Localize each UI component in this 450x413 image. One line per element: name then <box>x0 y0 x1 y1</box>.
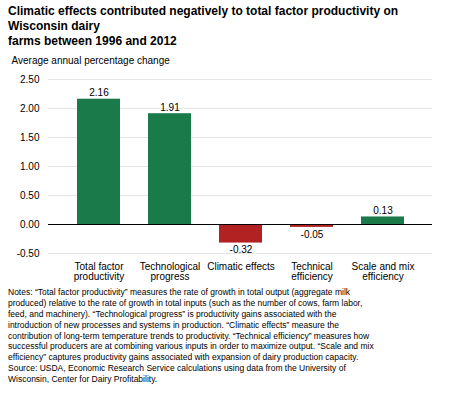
svg-text:Total factorproductivity: Total factorproductivity <box>74 261 125 282</box>
svg-text:Average annual percentage chan: Average annual percentage change <box>12 55 171 66</box>
svg-text:Technologicalprogress: Technologicalprogress <box>140 261 201 282</box>
html-text:Notes: “Total factor productiv: Notes: “Total factor productivity” measu… <box>8 287 374 384</box>
svg-text:2.50: 2.50 <box>20 74 40 85</box>
svg-text:0.50: 0.50 <box>20 190 40 201</box>
svg-text:1.00: 1.00 <box>20 161 40 172</box>
svg-text:1.50: 1.50 <box>20 132 40 143</box>
svg-text:Technicalefficiency: Technicalefficiency <box>291 261 333 282</box>
svg-text:2.16: 2.16 <box>89 87 109 98</box>
svg-text:Scale and mixefficiency: Scale and mixefficiency <box>352 261 415 282</box>
svg-text:0.00: 0.00 <box>20 219 40 230</box>
svg-text:-0.50: -0.50 <box>17 248 40 259</box>
svg-text:1.91: 1.91 <box>160 102 180 113</box>
html-text:Climatic effects contributed n: Climatic effects contributed negatively … <box>8 4 399 48</box>
svg-text:Climatic effects: Climatic effects <box>207 261 275 272</box>
svg-text:2.00: 2.00 <box>20 103 40 114</box>
svg-text:0.13: 0.13 <box>373 205 393 216</box>
svg-text:-0.05: -0.05 <box>301 229 324 240</box>
svg-text:-0.32: -0.32 <box>230 244 253 255</box>
